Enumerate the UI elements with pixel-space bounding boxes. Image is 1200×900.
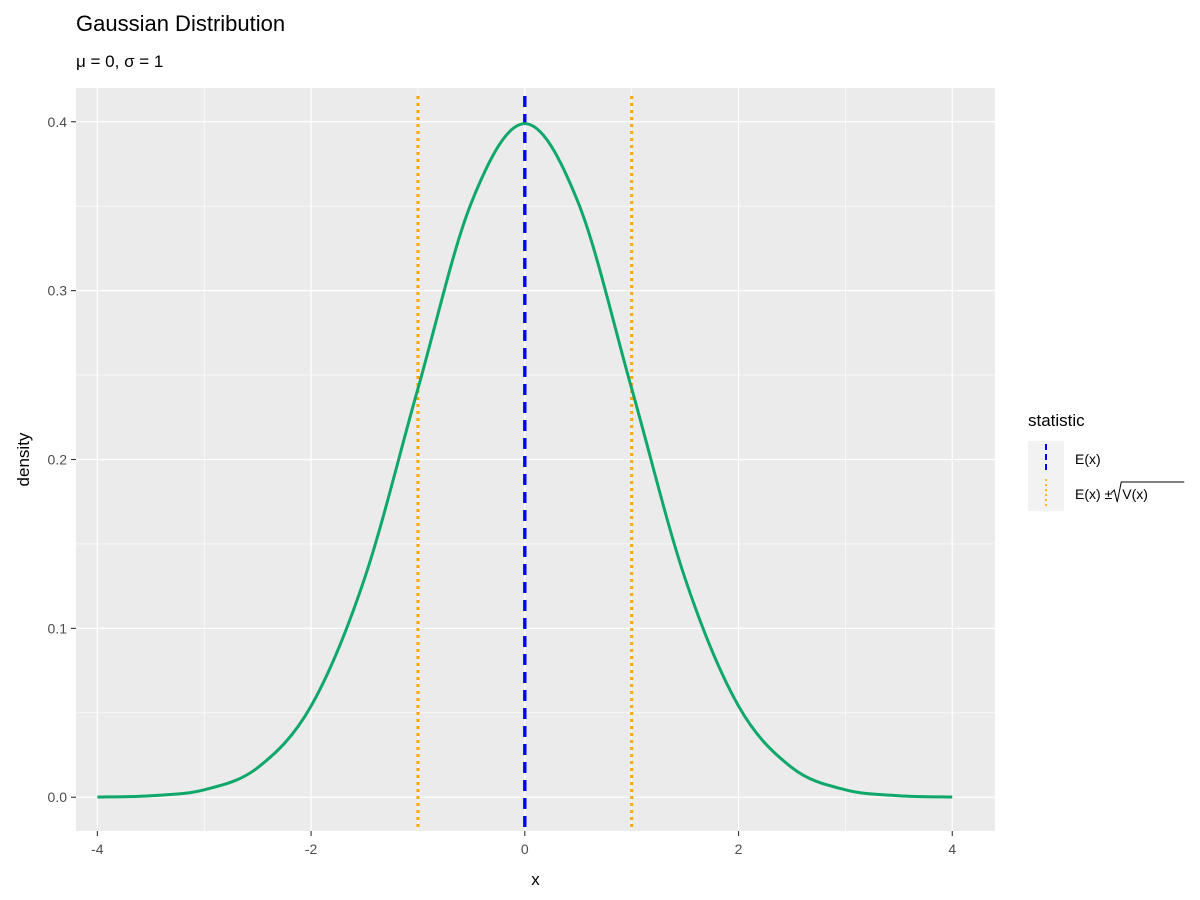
x-tick-label: -2 [305, 841, 318, 857]
x-tick-label: -4 [91, 841, 104, 857]
y-tick-label: 0.0 [48, 789, 68, 805]
y-tick-label: 0.3 [48, 283, 68, 299]
y-tick-label: 0.2 [48, 452, 68, 468]
x-axis: -4 -2 0 2 4 [91, 831, 956, 857]
legend: statistic E(x) E(x) ± V(x) [1028, 411, 1185, 511]
x-tick-label: 4 [948, 841, 956, 857]
y-axis: 0.0 0.1 0.2 0.3 0.4 [48, 114, 76, 805]
x-tick-label: 2 [735, 841, 743, 857]
series-layer [97, 122, 953, 799]
chart-title: Gaussian Distribution [76, 11, 285, 36]
legend-label: E(x) [1075, 451, 1101, 467]
x-axis-title: x [531, 870, 540, 889]
chart-subtitle: μ = 0, σ = 1 [76, 52, 163, 71]
y-axis-title: density [14, 432, 33, 486]
legend-label: E(x) ± [1075, 486, 1113, 502]
y-tick-label: 0.1 [48, 620, 68, 636]
reference-lines [416, 96, 634, 831]
density-curve [97, 122, 953, 799]
legend-keys: E(x) E(x) ± V(x) [1028, 441, 1185, 511]
sqrt-symbol [1110, 481, 1185, 503]
y-tick-label: 0.4 [48, 114, 68, 130]
x-tick-label: 0 [521, 841, 529, 857]
legend-title: statistic [1028, 411, 1085, 430]
legend-label-radicand: V(x) [1122, 486, 1148, 502]
